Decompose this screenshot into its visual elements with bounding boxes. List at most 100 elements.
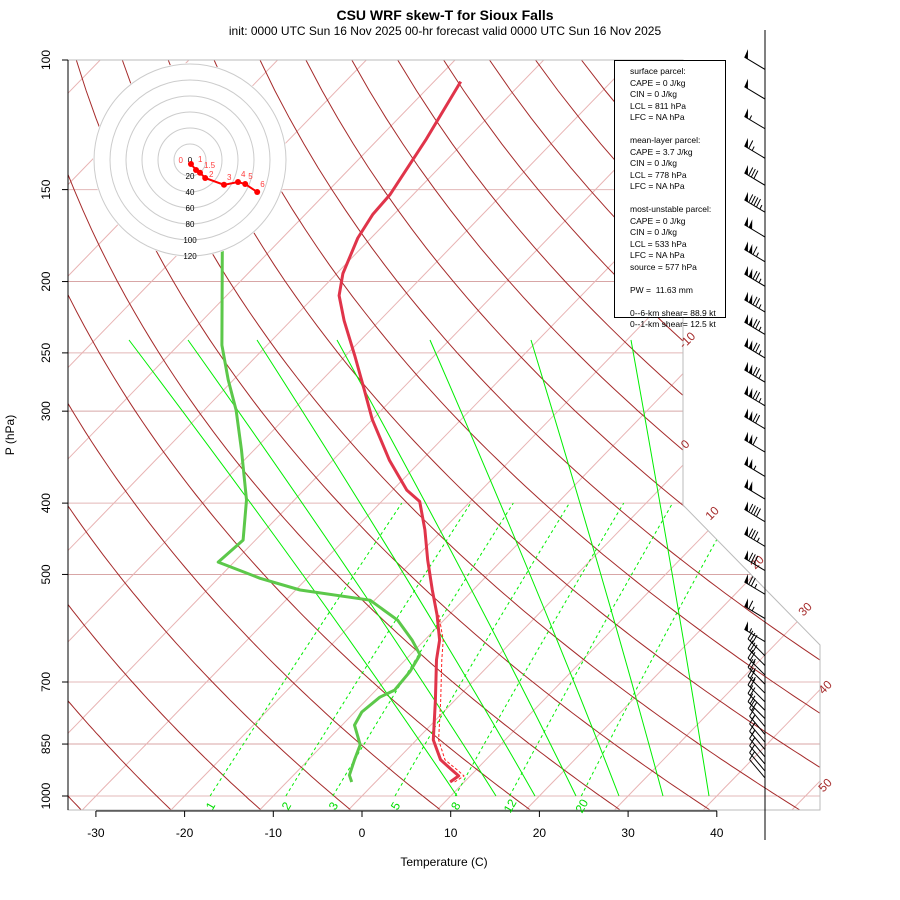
wind-barb-feather xyxy=(750,505,756,514)
hodograph-point-label: 4 xyxy=(241,170,246,179)
wind-barb-feather xyxy=(755,414,761,424)
wind-barb-feather xyxy=(749,661,756,670)
y-tick-label: 500 xyxy=(39,564,53,584)
wind-barb-feather xyxy=(751,644,758,654)
isotherm-label: 10 xyxy=(702,503,722,523)
isotherm-line xyxy=(68,60,722,810)
wind-barb-feather xyxy=(749,678,756,688)
dry-adiabat-line xyxy=(259,60,820,810)
wind-barb-feather xyxy=(749,700,756,709)
wind-barb xyxy=(744,621,766,643)
wind-barb-flag xyxy=(744,266,748,276)
wind-barb-feather xyxy=(748,194,754,203)
wind-barb-staff xyxy=(744,415,766,430)
wind-barb-flag xyxy=(744,621,748,632)
wind-barb xyxy=(744,216,766,238)
isotherm-label: 40 xyxy=(815,677,835,697)
legend-line: source = 577 hPa xyxy=(630,261,697,272)
wind-barb-feather xyxy=(755,508,761,517)
wind-barb-feather xyxy=(749,651,756,661)
wind-barb-staff xyxy=(747,675,766,694)
hodograph-point xyxy=(254,189,261,195)
wind-barb-flag xyxy=(744,431,748,442)
wind-barb-staff xyxy=(744,248,766,263)
hodograph-point-label: 0 xyxy=(179,156,184,165)
parcel-legend: surface parcel: CAPE = 0 J/kg CIN = 0 J/kg… xyxy=(614,60,726,329)
wind-barb-flag xyxy=(744,385,748,396)
wind-barb-flag xyxy=(748,481,753,492)
legend-line: LCL = 533 hPa xyxy=(630,238,687,249)
dry-adiabat-line xyxy=(351,60,820,810)
legend-line: most-unstable parcel: xyxy=(630,204,712,214)
wind-barb xyxy=(744,431,766,453)
profiles xyxy=(216,80,465,784)
wind-barb-half-feather xyxy=(751,606,755,612)
wind-barb-feather xyxy=(750,554,756,563)
wind-barb-half-feather xyxy=(758,304,762,309)
wind-barb xyxy=(744,137,766,159)
mixing-ratio-line xyxy=(580,502,738,797)
wind-barb-flag xyxy=(748,458,753,469)
wind-barb-staff xyxy=(744,392,766,407)
wind-barb-staff xyxy=(747,648,766,666)
wind-barb-staff xyxy=(744,628,766,643)
wind-barb-feather xyxy=(752,366,758,376)
legend-line: LFC = NA hPa xyxy=(630,112,685,122)
legend-line: PW = 11.63 mm xyxy=(630,284,693,295)
wind-barb-half-feather xyxy=(751,146,755,151)
wind-barb-staff xyxy=(744,557,766,572)
y-tick-label: 200 xyxy=(39,271,53,291)
isotherm-label: 30 xyxy=(795,599,815,619)
x-tick-label: 40 xyxy=(710,826,724,840)
dry-adiabat-line xyxy=(68,60,623,810)
wind-barb-feather xyxy=(747,693,754,702)
legend-spacer xyxy=(630,273,725,285)
wind-barb xyxy=(749,715,766,743)
dry-adiabat-line xyxy=(167,60,820,810)
hodograph-ring xyxy=(173,143,207,177)
moist-adiabat-line xyxy=(336,339,577,797)
wind-barb-feather xyxy=(755,344,761,353)
wind-barb-staff xyxy=(747,684,766,703)
mixing-ratio-label: 12 xyxy=(501,796,520,815)
hodograph-ring-label: 80 xyxy=(186,220,195,229)
legend-spacer xyxy=(630,296,725,308)
wind-barb-feather xyxy=(748,600,754,609)
wind-barb-flag xyxy=(744,478,748,489)
wind-barb-half-feather xyxy=(752,667,756,673)
wind-barb-flag xyxy=(744,165,748,175)
y-tick-label: 700 xyxy=(39,672,53,692)
legend-line: CAPE = 0 J/kg xyxy=(630,215,686,226)
wind-barb-feather xyxy=(752,413,758,422)
wind-barb-feather xyxy=(752,246,758,255)
wind-barb-staff xyxy=(744,172,766,186)
isotherm-line xyxy=(169,60,820,810)
wind-barb-feather xyxy=(749,695,756,705)
wind-barb xyxy=(749,722,766,750)
wind-barb-half-feather xyxy=(756,537,760,542)
legend-line: 0--6-km shear= 88.9 kt xyxy=(630,307,716,318)
wind-barb-flag xyxy=(748,294,753,305)
wind-barb-flag xyxy=(748,268,753,279)
wind-barb xyxy=(744,573,766,595)
wind-barb-flag xyxy=(744,337,748,348)
moist-adiabat-line xyxy=(530,339,664,797)
wind-barb-flag xyxy=(744,598,748,609)
hodograph-ring-label: 100 xyxy=(183,236,197,245)
mixing-ratio-line xyxy=(394,502,570,797)
hodograph-point xyxy=(202,175,209,181)
wind-barb-feather xyxy=(750,195,756,205)
wind-barb xyxy=(744,291,766,313)
wind-barb-half-feather xyxy=(758,278,762,283)
hodograph-point xyxy=(242,181,249,187)
wind-barb xyxy=(744,361,766,383)
hodograph-ring-label: 20 xyxy=(186,172,195,181)
wind-barb xyxy=(744,501,766,523)
virtual-temperature-profile xyxy=(438,615,465,783)
wind-barb xyxy=(747,630,766,657)
x-tick-label: -30 xyxy=(87,826,105,840)
x-tick-label: 10 xyxy=(444,826,458,840)
y-tick-label: 250 xyxy=(39,343,53,363)
dry-adiabat-line xyxy=(305,60,820,810)
wind-barb-feather xyxy=(748,167,754,176)
